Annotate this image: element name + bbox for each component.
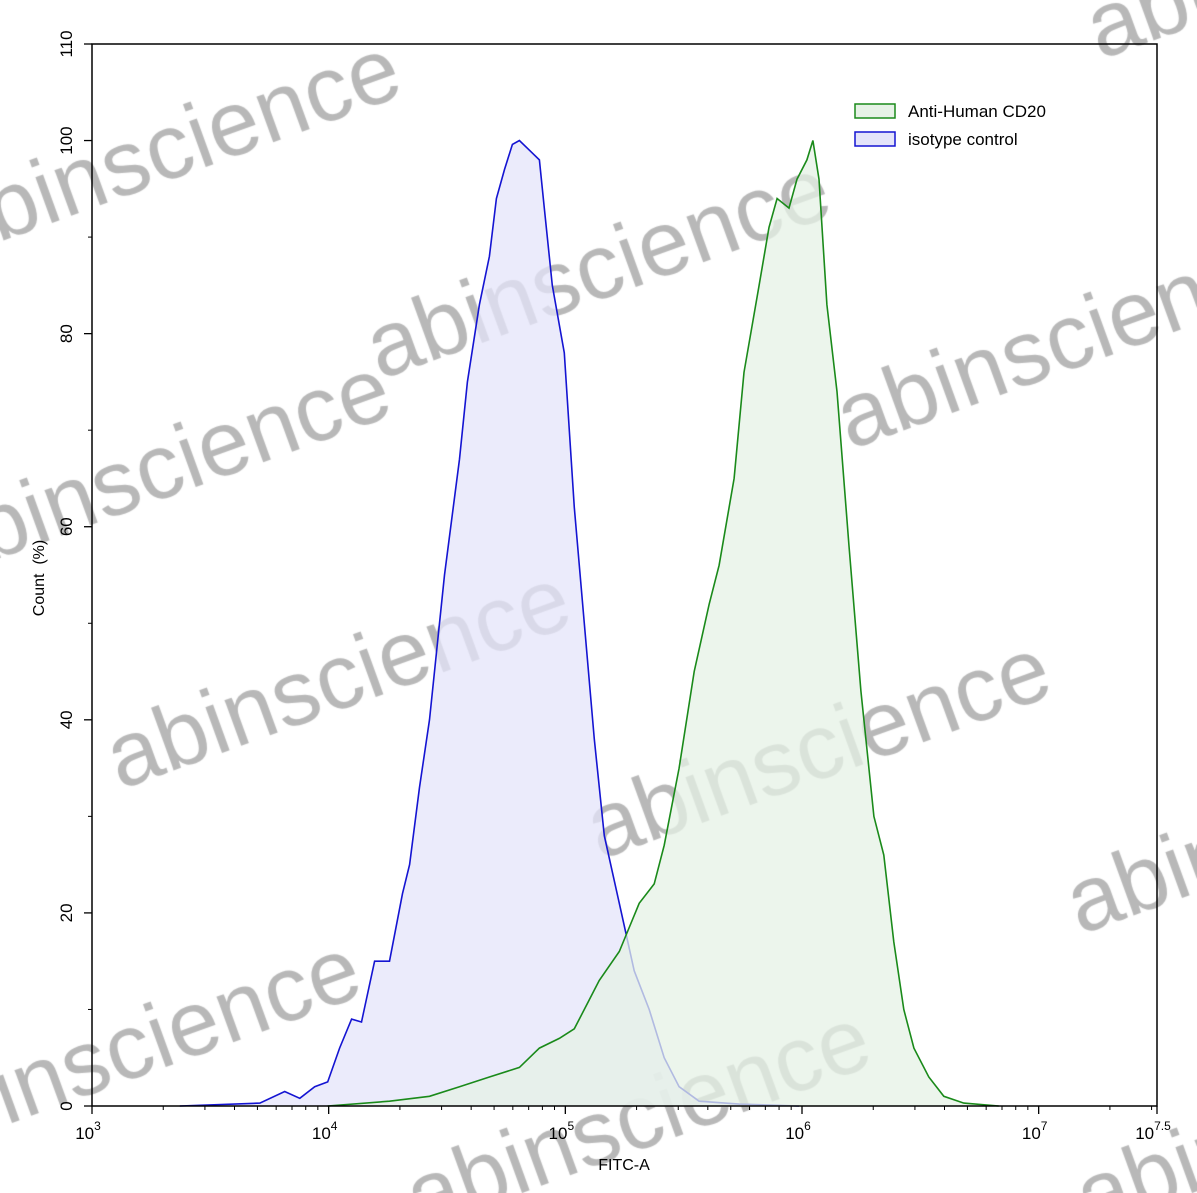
x-tick-label: 106 — [785, 1119, 811, 1143]
series-area-anti-human-cd20 — [327, 140, 999, 1106]
x-tick-label: 107.5 — [1135, 1119, 1171, 1143]
series-area-isotype-control — [179, 140, 800, 1106]
series-line-anti-human-cd20 — [327, 140, 999, 1107]
x-tick-label: 107 — [1022, 1119, 1048, 1143]
legend-swatch — [854, 103, 896, 119]
y-tick-label: 40 — [57, 710, 76, 729]
y-axis-label: Count (%) — [31, 540, 48, 616]
x-axis-label: FITC-A — [598, 1157, 650, 1174]
legend-label: Anti-Human CD20 — [908, 102, 1046, 121]
y-tick-label: 110 — [57, 30, 76, 57]
x-tick-label: 103 — [75, 1119, 101, 1143]
y-tick-label: 80 — [57, 324, 76, 343]
x-tick-label: 105 — [549, 1119, 575, 1143]
y-tick-label: 0 — [57, 1101, 76, 1110]
legend-label: isotype control — [908, 130, 1018, 149]
y-tick-label: 100 — [57, 126, 76, 154]
y-tick-label: 20 — [57, 903, 76, 922]
plot-frame — [91, 43, 1158, 1107]
x-tick-label: 104 — [312, 1119, 338, 1143]
series-layer — [179, 139, 999, 1107]
series-line-isotype-control — [179, 139, 800, 1107]
axes: 103 104 105 106 107 107.5 0 20 40 60 80 100 110 — [57, 30, 1171, 1143]
y-tick-label: 60 — [57, 517, 76, 536]
legend-swatch — [854, 131, 896, 147]
legend: Anti-Human CD20 isotype control — [854, 102, 1046, 149]
